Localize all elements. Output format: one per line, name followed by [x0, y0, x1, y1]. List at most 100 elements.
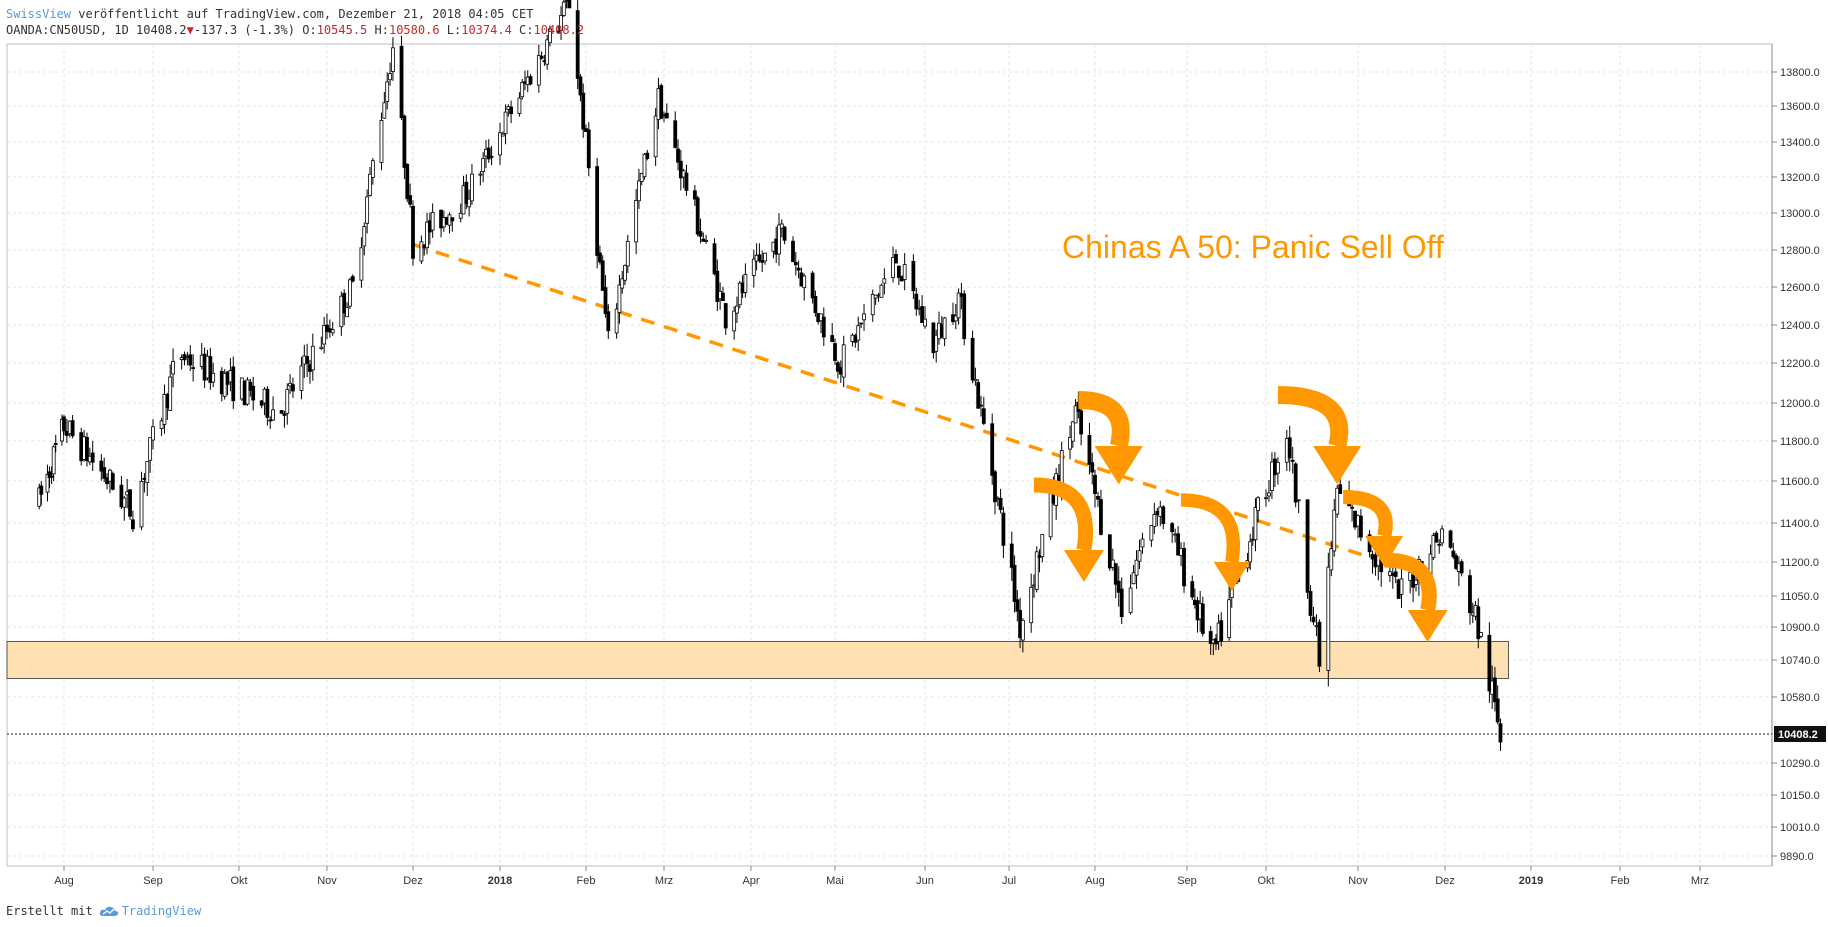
publisher-link[interactable]: SwissView: [6, 7, 72, 21]
y-tick-label: 10150.0: [1780, 790, 1820, 802]
candle: [692, 185, 697, 206]
candle: [634, 189, 639, 255]
candle: [145, 460, 150, 497]
candle: [993, 469, 997, 515]
candle: [1068, 425, 1072, 460]
candle: [245, 377, 250, 406]
candle: [528, 74, 533, 86]
candle: [211, 362, 216, 388]
candle: [779, 219, 784, 238]
dashed-trendline: [412, 242, 1420, 575]
candle: [310, 333, 315, 381]
candle: [1161, 505, 1166, 530]
y-tick-label: 13000.0: [1780, 208, 1820, 220]
down-triangle-icon: ▼: [186, 23, 194, 37]
candle: [1190, 575, 1195, 601]
candle: [322, 316, 327, 354]
curved-arrow: [1078, 391, 1143, 485]
candle: [385, 72, 390, 110]
x-tick-label: Jun: [916, 875, 934, 887]
candle: [408, 183, 413, 208]
open-value: 10545.5: [316, 23, 368, 37]
candle: [1093, 469, 1097, 508]
candle: [920, 295, 924, 323]
candle: [712, 238, 717, 276]
x-tick-label: Sep: [143, 875, 163, 887]
candle: [1140, 532, 1145, 554]
candle: [1029, 573, 1034, 633]
candle: [1176, 526, 1180, 556]
candle: [305, 343, 310, 378]
candle: [970, 330, 975, 384]
candle: [536, 44, 541, 93]
candle: [751, 249, 756, 288]
candle: [110, 471, 115, 491]
candle: [942, 316, 947, 347]
candle: [1219, 612, 1224, 647]
curved-arrow: [1342, 489, 1404, 567]
candle: [802, 273, 807, 301]
tradingview-link[interactable]: TradingView: [99, 904, 201, 918]
candle: [859, 322, 864, 328]
candle: [1498, 718, 1503, 751]
candle: [763, 252, 767, 265]
candle: [1134, 550, 1139, 589]
candle: [319, 336, 324, 350]
candle: [598, 245, 602, 265]
candle: [934, 329, 939, 363]
candle: [1012, 555, 1017, 613]
candle: [581, 83, 586, 138]
candle: [760, 250, 765, 273]
candle: [119, 476, 124, 509]
candle: [1434, 530, 1439, 543]
candle: [617, 274, 622, 324]
candle: [1267, 479, 1271, 502]
candle: [1264, 489, 1268, 507]
candle: [500, 131, 505, 137]
candle: [796, 260, 801, 279]
candle: [721, 286, 725, 302]
candle: [503, 104, 508, 145]
candle: [793, 252, 798, 276]
x-tick-label: Jul: [1002, 875, 1016, 887]
candle: [489, 145, 494, 166]
x-tick-label: Dez: [1435, 875, 1455, 887]
candle: [1128, 574, 1133, 615]
y-tick-label: 13200.0: [1780, 172, 1820, 184]
candle: [1119, 577, 1124, 625]
x-tick-label: 2018: [488, 875, 512, 887]
y-tick-label: 11800.0: [1780, 436, 1819, 448]
candle: [368, 166, 372, 197]
candle: [1040, 534, 1045, 563]
candle: [606, 304, 611, 339]
candle: [973, 367, 978, 386]
y-tick-label: 10580.0: [1780, 692, 1820, 704]
y-tick-label: 12000.0: [1780, 398, 1820, 410]
candle: [625, 234, 630, 274]
x-tick-label: Aug: [54, 875, 74, 887]
candle: [1329, 540, 1334, 577]
x-tick-label: Feb: [1611, 875, 1630, 887]
candle: [757, 243, 762, 263]
candle: [1034, 546, 1039, 593]
candle: [391, 37, 395, 81]
candle: [47, 466, 52, 488]
y-tick-label: 12800.0: [1780, 245, 1820, 257]
candle: [430, 203, 435, 238]
candle: [365, 189, 370, 234]
candle: [578, 74, 583, 102]
candle: [902, 253, 907, 291]
candle: [1459, 559, 1464, 577]
candle: [856, 316, 861, 351]
candle: [976, 379, 981, 409]
candle: [556, 25, 561, 34]
candle: [833, 338, 837, 365]
candle: [399, 35, 404, 121]
chart-annotation: Chinas A 50: Panic Sell Off: [1062, 229, 1444, 265]
candle: [405, 163, 410, 203]
candle: [348, 277, 352, 310]
candle: [623, 264, 627, 286]
candle: [1009, 531, 1014, 581]
candle: [1311, 606, 1316, 626]
